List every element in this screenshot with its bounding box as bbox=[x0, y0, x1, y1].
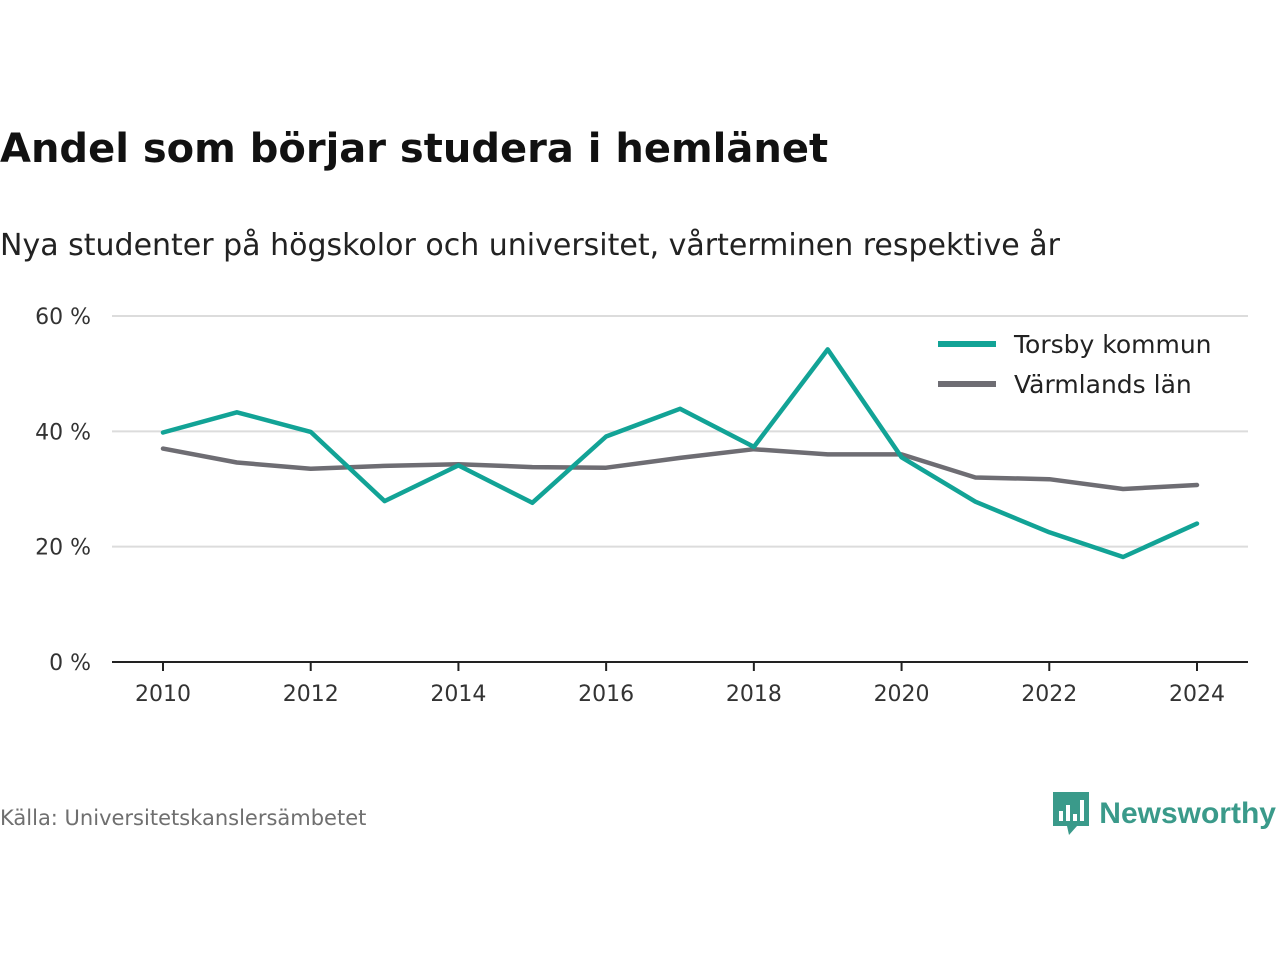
chart-title: Andel som börjar studera i hemlänet bbox=[0, 126, 829, 172]
y-tick-label: 0 % bbox=[49, 651, 91, 676]
x-tick-label: 2024 bbox=[1169, 682, 1225, 707]
y-tick-label: 60 % bbox=[35, 305, 91, 330]
chart-subtitle: Nya studenter på högskolor och universit… bbox=[0, 228, 1060, 263]
newsworthy-logo-icon bbox=[1053, 792, 1090, 835]
x-tick-label: 2016 bbox=[578, 682, 634, 707]
brand-name: Newsworthy bbox=[1099, 797, 1276, 830]
line-chart: 0 % 20 % 40 % 60 % 2010 2012 2014 2016 2018 2020 2… bbox=[35, 305, 1248, 707]
y-tick-label: 20 % bbox=[35, 536, 91, 561]
series-line-0 bbox=[160, 347, 1200, 560]
x-tick-label: 2022 bbox=[1021, 682, 1077, 707]
legend-label: Värmlands län bbox=[1014, 370, 1192, 399]
x-tick-label: 2012 bbox=[283, 682, 339, 707]
x-tick-label: 2018 bbox=[726, 682, 782, 707]
y-tick-label: 40 % bbox=[35, 420, 91, 445]
x-tick-label: 2020 bbox=[874, 682, 930, 707]
newsworthy-logo: Newsworthy bbox=[1053, 792, 1276, 836]
legend-label: Torsby kommun bbox=[1013, 330, 1212, 359]
series-line-1 bbox=[160, 446, 1200, 492]
x-tick-label: 2014 bbox=[430, 682, 486, 707]
source-note: Källa: Universitetskanslersämbetet bbox=[0, 806, 367, 830]
x-tick-label: 2010 bbox=[135, 682, 191, 707]
